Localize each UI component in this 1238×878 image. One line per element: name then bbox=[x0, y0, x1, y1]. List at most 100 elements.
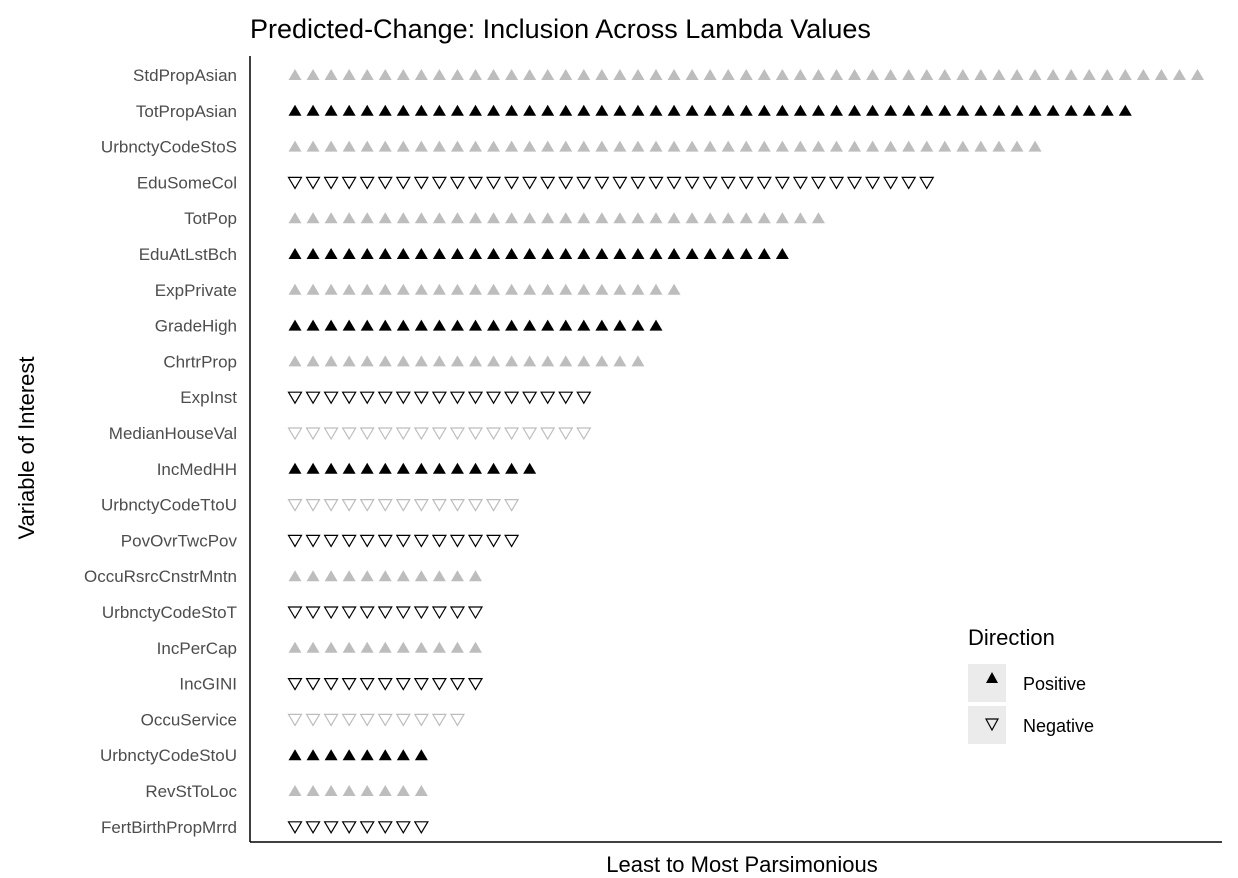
positive-point bbox=[414, 749, 428, 761]
positive-point bbox=[848, 104, 862, 116]
positive-point bbox=[396, 785, 410, 796]
positive-point bbox=[505, 104, 519, 116]
negative-point bbox=[305, 606, 321, 620]
positive-point bbox=[775, 69, 789, 80]
row-marks-edusomecol bbox=[287, 176, 935, 190]
positive-point bbox=[685, 212, 699, 224]
positive-point bbox=[378, 69, 392, 80]
positive-point bbox=[450, 570, 464, 582]
positive-point bbox=[631, 140, 645, 152]
negative-point bbox=[467, 176, 484, 190]
negative-point bbox=[558, 176, 574, 190]
positive-point bbox=[342, 104, 356, 116]
positive-point bbox=[450, 355, 464, 367]
positive-point bbox=[1010, 140, 1024, 152]
positive-point bbox=[414, 641, 428, 653]
positive-point bbox=[432, 462, 446, 474]
negative-point bbox=[287, 821, 303, 834]
negative-point bbox=[485, 499, 502, 512]
negative-point bbox=[467, 391, 484, 405]
positive-point bbox=[595, 319, 609, 331]
positive-point bbox=[757, 69, 771, 80]
positive-point bbox=[360, 355, 374, 367]
positive-point bbox=[902, 140, 916, 152]
positive-point bbox=[866, 69, 880, 80]
positive-point bbox=[1100, 104, 1114, 116]
negative-point bbox=[449, 713, 466, 727]
negative-point bbox=[485, 427, 502, 441]
negative-point bbox=[305, 534, 321, 548]
positive-point bbox=[360, 140, 374, 152]
negative-point bbox=[522, 176, 538, 190]
positive-point bbox=[414, 69, 428, 80]
negative-point bbox=[341, 427, 357, 441]
positive-point bbox=[324, 641, 338, 653]
positive-point bbox=[1191, 69, 1204, 80]
negative-point bbox=[395, 391, 411, 405]
positive-point bbox=[739, 212, 753, 224]
positive-point bbox=[577, 69, 591, 80]
positive-point bbox=[649, 283, 663, 295]
positive-point bbox=[649, 69, 663, 80]
positive-point bbox=[414, 248, 428, 259]
row-marks-chrtrprop bbox=[288, 355, 645, 367]
legend-title: Direction bbox=[968, 625, 1055, 650]
positive-point bbox=[324, 248, 338, 259]
positive-point bbox=[956, 140, 970, 152]
positive-point bbox=[378, 212, 392, 224]
negative-point bbox=[413, 427, 429, 441]
negative-point bbox=[341, 606, 357, 620]
positive-point bbox=[685, 140, 699, 152]
y-tick-label-expprivate: ExpPrivate bbox=[155, 281, 237, 300]
positive-point bbox=[378, 641, 392, 653]
positive-point bbox=[1118, 104, 1132, 116]
y-tick-label-eduatlstbch: EduAtLstBch bbox=[139, 245, 237, 264]
positive-point bbox=[577, 104, 591, 116]
positive-point bbox=[306, 283, 320, 295]
positive-point bbox=[1100, 69, 1114, 80]
positive-point bbox=[360, 749, 374, 761]
negative-point bbox=[287, 391, 303, 405]
positive-point bbox=[1082, 69, 1096, 80]
positive-point bbox=[1028, 104, 1042, 116]
positive-point bbox=[902, 104, 916, 116]
positive-point bbox=[667, 104, 681, 116]
positive-point bbox=[342, 785, 356, 796]
positive-point bbox=[577, 355, 591, 367]
negative-point bbox=[576, 176, 592, 190]
negative-point bbox=[377, 821, 393, 834]
positive-point bbox=[884, 69, 898, 80]
plot-marks bbox=[287, 69, 1204, 834]
negative-point bbox=[323, 713, 339, 727]
y-tick-label-incgini: IncGINI bbox=[179, 675, 237, 694]
positive-point bbox=[1010, 69, 1024, 80]
negative-point bbox=[449, 391, 466, 405]
positive-point bbox=[541, 355, 555, 367]
positive-point bbox=[793, 104, 807, 116]
positive-point bbox=[450, 140, 464, 152]
positive-point bbox=[757, 212, 771, 224]
row-marks-totpropasian bbox=[288, 104, 1132, 116]
positive-point bbox=[378, 248, 392, 259]
row-marks-expprivate bbox=[288, 283, 681, 295]
row-marks-gradehigh bbox=[288, 319, 663, 331]
positive-point bbox=[577, 140, 591, 152]
positive-point bbox=[396, 355, 410, 367]
positive-point bbox=[974, 104, 988, 116]
negative-point bbox=[305, 821, 321, 834]
positive-point bbox=[866, 104, 880, 116]
negative-point bbox=[359, 713, 375, 727]
negative-point bbox=[702, 176, 718, 190]
negative-point bbox=[413, 176, 429, 190]
positive-point bbox=[469, 212, 482, 224]
positive-point bbox=[324, 785, 338, 796]
positive-point bbox=[306, 140, 320, 152]
positive-point bbox=[378, 749, 392, 761]
positive-point bbox=[414, 462, 428, 474]
legend-label-positive: Positive bbox=[1023, 674, 1086, 694]
negative-point bbox=[846, 176, 863, 190]
negative-point bbox=[359, 427, 375, 441]
negative-point bbox=[522, 391, 538, 405]
positive-point bbox=[811, 140, 825, 152]
